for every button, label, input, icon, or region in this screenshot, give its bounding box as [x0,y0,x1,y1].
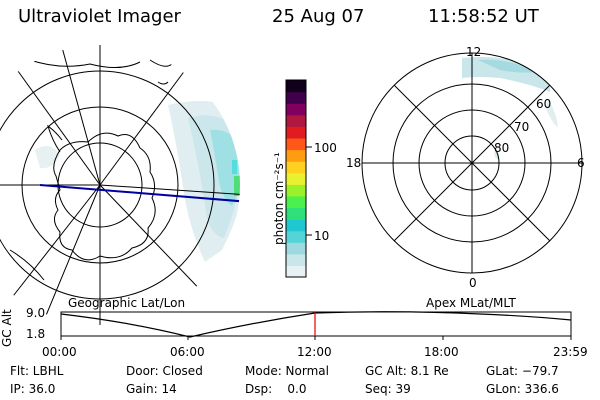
colorbar-segment [286,149,306,162]
altitude-strip [60,311,572,340]
time-tick-1800: 18:00 [424,345,459,359]
altitude-ymax: 9.0 [26,306,46,320]
geographic-caption: Geographic Lat/Lon [68,296,186,310]
time-tick-0000: 00:00 [42,345,77,359]
info-seq: Seq: 39 [365,382,411,396]
info-gain: Gain: 14 [126,382,177,396]
colorbar-segment [286,207,306,220]
altitude-ylabel: GC Alt [0,309,14,347]
auroral-emission-geo [35,101,240,262]
colorbar-segment [286,219,306,232]
colorbar-segment [286,137,306,151]
time-tick-1200: 12:00 [297,345,332,359]
observation-time: 11:58:52 UT [428,6,539,27]
mlt-label-6: 6 [577,156,585,170]
instrument-title: Ultraviolet Imager [18,6,181,27]
info-mode: Mode: Normal [245,364,329,378]
info-ip: IP: 36.0 [10,382,56,396]
colorbar-segment [286,161,306,174]
geographic-map [0,45,240,325]
time-tick-0600: 06:00 [170,345,205,359]
colorbar-segment [286,265,306,278]
observation-date: 25 Aug 07 [272,6,365,27]
lat-label-70: 70 [514,120,530,134]
mlt-label-12: 12 [466,45,482,59]
info-filter: Flt: LBHL [10,364,64,378]
colorbar-segment [286,195,306,209]
lat-label-80: 80 [494,141,510,155]
altitude-curve [60,311,572,338]
colorbar-segment [286,114,306,127]
mlt-label-18: 18 [346,156,362,170]
lat-label-60: 60 [536,97,552,111]
info-glat: GLat: −79.7 [486,364,559,378]
mlt-label-0: 0 [469,276,477,290]
terminator-line [39,184,240,203]
colorbar [285,79,312,278]
colorbar-tick-100: 100 [314,141,337,155]
info-dsp: Dsp: 0.0 [245,382,307,396]
colorbar-segment [286,80,306,93]
info-door: Door: Closed [126,364,203,378]
colorbar-segment [286,91,306,104]
colorbar-segment [286,184,306,197]
time-tick-2359: 23:59 [553,345,588,359]
colorbar-segment [286,242,306,255]
altitude-ymin: 1.8 [26,327,46,341]
colorbar-segment [286,230,306,243]
colorbar-segment [286,126,306,139]
info-glon: GLon: 336.6 [486,382,559,396]
colorbar-segment [286,103,306,116]
colorbar-unit-label: photon cm⁻²s⁻¹ [272,152,286,245]
colorbar-segment [286,253,306,267]
info-gc-alt: GC Alt: 8.1 Re [365,364,449,378]
colorbar-tick-10: 10 [314,229,330,243]
mlt-polar-plot [361,52,583,274]
apex-caption: Apex MLat/MLT [426,296,516,310]
antarctica-coastline [53,132,156,261]
colorbar-segment [286,172,306,185]
